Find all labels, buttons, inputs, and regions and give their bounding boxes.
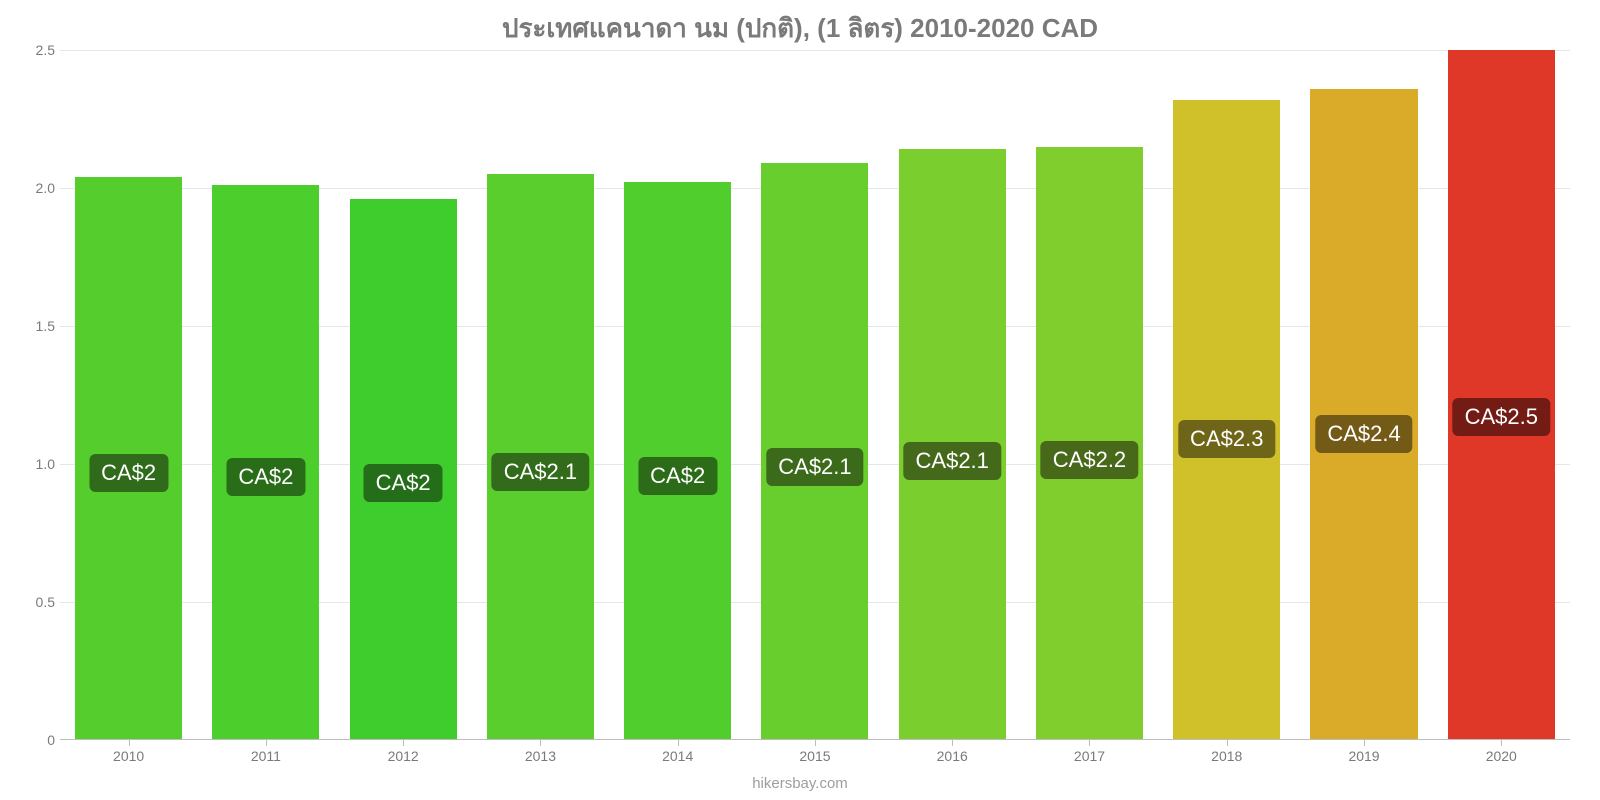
x-tick-mark: [266, 740, 267, 746]
bar-slot: CA$2.42019: [1295, 50, 1432, 740]
y-tick-label: 1.0: [15, 456, 55, 472]
x-tick-label: 2012: [388, 748, 419, 764]
bar-value-label: CA$2.4: [1315, 415, 1412, 453]
x-tick-mark: [952, 740, 953, 746]
bar: CA$2.1: [899, 149, 1006, 740]
x-tick-mark: [1227, 740, 1228, 746]
bars-group: CA$22010CA$22011CA$22012CA$2.12013CA$220…: [60, 50, 1570, 740]
bar-slot: CA$22014: [609, 50, 746, 740]
x-tick-label: 2020: [1486, 748, 1517, 764]
bar-slot: CA$2.12016: [884, 50, 1021, 740]
bar-slot: CA$22012: [335, 50, 472, 740]
x-tick-label: 2015: [799, 748, 830, 764]
bar-slot: CA$2.22017: [1021, 50, 1158, 740]
bar-slot: CA$2.12013: [472, 50, 609, 740]
bar: CA$2.1: [761, 163, 868, 740]
bar-value-label: CA$2.1: [904, 442, 1001, 480]
x-tick-mark: [1501, 740, 1502, 746]
y-tick-label: 2.5: [15, 42, 55, 58]
bar-value-label: CA$2.2: [1041, 441, 1138, 479]
bar-value-label: CA$2.5: [1453, 398, 1550, 436]
bar-value-label: CA$2: [226, 458, 305, 496]
bar-value-label: CA$2.3: [1178, 420, 1275, 458]
x-tick-mark: [540, 740, 541, 746]
x-tick-mark: [815, 740, 816, 746]
x-tick-label: 2011: [251, 748, 281, 764]
bar-value-label: CA$2.1: [492, 453, 589, 491]
x-tick-mark: [129, 740, 130, 746]
y-tick-label: 0: [15, 732, 55, 748]
x-tick-label: 2010: [113, 748, 144, 764]
x-tick-label: 2016: [937, 748, 968, 764]
x-tick-mark: [1089, 740, 1090, 746]
bar-slot: CA$22011: [197, 50, 334, 740]
x-tick-label: 2017: [1074, 748, 1105, 764]
plot-area: 00.51.01.52.02.5 CA$22010CA$22011CA$2201…: [60, 50, 1570, 740]
bar: CA$2: [212, 185, 319, 740]
chart-container: ประเทศแคนาดา นม (ปกติ), (1 ลิตร) 2010-20…: [0, 0, 1600, 800]
bar: CA$2.1: [487, 174, 594, 740]
bar-slot: CA$2.52020: [1433, 50, 1570, 740]
bar-slot: CA$22010: [60, 50, 197, 740]
x-tick-mark: [1364, 740, 1365, 746]
chart-title: ประเทศแคนาดา นม (ปกติ), (1 ลิตร) 2010-20…: [0, 8, 1600, 49]
x-tick-label: 2019: [1348, 748, 1379, 764]
bar-value-label: CA$2: [638, 457, 717, 495]
x-tick-label: 2013: [525, 748, 556, 764]
bar-slot: CA$2.32018: [1158, 50, 1295, 740]
y-tick-label: 2.0: [15, 180, 55, 196]
bar: CA$2.3: [1173, 100, 1280, 740]
y-tick-label: 1.5: [15, 318, 55, 334]
bar-value-label: CA$2.1: [766, 448, 863, 486]
x-tick-label: 2014: [662, 748, 693, 764]
bar: CA$2: [350, 199, 457, 740]
bar-slot: CA$2.12015: [746, 50, 883, 740]
bar: CA$2.2: [1036, 147, 1143, 740]
bar: CA$2: [624, 182, 731, 740]
y-tick-label: 0.5: [15, 594, 55, 610]
x-tick-mark: [678, 740, 679, 746]
bar-value-label: CA$2: [364, 464, 443, 502]
x-axis-line: [60, 739, 1570, 740]
x-tick-label: 2018: [1211, 748, 1242, 764]
bar: CA$2: [75, 177, 182, 740]
bar: CA$2.5: [1448, 50, 1555, 740]
bar-value-label: CA$2: [89, 454, 168, 492]
bar: CA$2.4: [1310, 89, 1417, 740]
watermark: hikersbay.com: [0, 775, 1600, 792]
x-tick-mark: [403, 740, 404, 746]
